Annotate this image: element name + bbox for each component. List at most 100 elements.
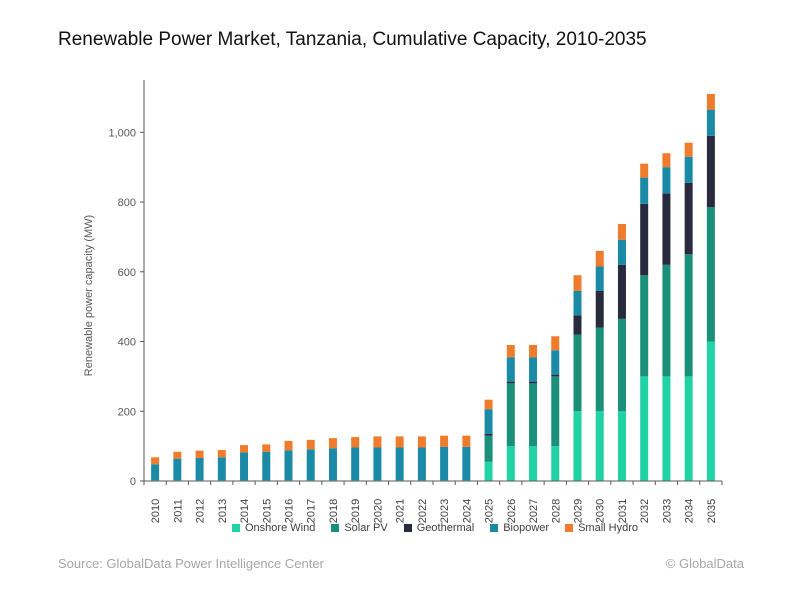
bar-segment-onshore-wind-2028 — [551, 446, 560, 481]
bar-segment-small-hydro-2010 — [151, 457, 160, 465]
x-tick-label: 2027 — [528, 499, 540, 523]
legend-swatch — [232, 524, 240, 532]
x-tick-label: 2018 — [328, 499, 340, 523]
bar-segment-small-hydro-2023 — [440, 435, 449, 447]
bar-segment-small-hydro-2021 — [395, 436, 404, 448]
x-tick-label: 2031 — [617, 499, 629, 523]
x-tick-label: 2012 — [195, 499, 207, 523]
bar-segment-onshore-wind-2026 — [506, 446, 515, 481]
x-tick-label: 2013 — [217, 499, 229, 523]
legend-label: Small Hydro — [578, 522, 638, 534]
x-tick-label: 2029 — [573, 499, 585, 523]
bar-segment-small-hydro-2011 — [173, 451, 182, 459]
bar-segment-biopower-2029 — [573, 290, 582, 316]
bar-segment-solar-pv-2034 — [684, 254, 693, 377]
bar-segment-biopower-2027 — [529, 357, 538, 382]
legend: Onshore Wind Solar PV Geothermal Biopower Sm… — [0, 522, 800, 534]
bar-segment-onshore-wind-2031 — [617, 411, 626, 481]
bar-segment-solar-pv-2031 — [617, 318, 626, 412]
bar-segment-small-hydro-2017 — [306, 439, 315, 450]
x-tick-label: 2030 — [595, 499, 607, 523]
bar-segment-onshore-wind-2032 — [640, 376, 649, 481]
source-note: Source: GlobalData Power Intelligence Ce… — [58, 556, 324, 571]
bars-layer — [151, 93, 715, 481]
bar-segment-small-hydro-2033 — [662, 153, 671, 168]
bar-segment-small-hydro-2019 — [351, 437, 360, 448]
x-tick-label: 2016 — [284, 499, 296, 523]
y-tick-label: 600 — [118, 267, 136, 279]
bar-segment-biopower-2026 — [506, 357, 515, 382]
legend-swatch — [331, 524, 340, 532]
bar-segment-small-hydro-2035 — [706, 93, 715, 110]
legend-item-geothermal: Geothermal — [403, 522, 474, 534]
bar-segment-biopower-2015 — [262, 451, 271, 481]
bar-segment-biopower-2032 — [640, 177, 649, 204]
bar-segment-geothermal-2025 — [484, 433, 493, 436]
legend-item-onshore-wind: Onshore Wind — [232, 522, 315, 534]
bar-segment-small-hydro-2022 — [417, 436, 426, 448]
y-tick-label: 1,000 — [108, 127, 136, 139]
bar-segment-geothermal-2035 — [706, 135, 715, 208]
bar-segment-biopower-2011 — [173, 458, 182, 481]
x-tick-label: 2017 — [306, 499, 318, 523]
y-tick-label: 0 — [130, 476, 136, 488]
bar-segment-onshore-wind-2033 — [662, 376, 671, 481]
bar-segment-onshore-wind-2035 — [706, 341, 715, 481]
legend-swatch — [565, 524, 574, 532]
bar-segment-small-hydro-2027 — [529, 345, 538, 358]
bar-segment-biopower-2014 — [240, 452, 249, 481]
bar-segment-biopower-2033 — [662, 167, 671, 194]
bar-segment-solar-pv-2025 — [484, 435, 493, 462]
bar-segment-geothermal-2027 — [529, 381, 538, 384]
x-tick-label: 2028 — [550, 499, 562, 523]
legend-label: Solar PV — [344, 522, 388, 534]
legend-label: Biopower — [503, 522, 550, 534]
bar-segment-geothermal-2032 — [640, 203, 649, 276]
bar-segment-small-hydro-2014 — [240, 445, 249, 453]
bar-segment-biopower-2028 — [551, 350, 560, 375]
bar-segment-small-hydro-2028 — [551, 336, 560, 351]
bar-segment-biopower-2018 — [328, 448, 337, 481]
bar-segment-biopower-2019 — [351, 447, 360, 481]
legend-swatch — [403, 524, 412, 532]
bar-segment-geothermal-2029 — [573, 315, 582, 335]
bar-segment-onshore-wind-2030 — [595, 411, 604, 481]
bar-segment-small-hydro-2018 — [328, 438, 337, 449]
bar-segment-small-hydro-2020 — [373, 436, 382, 448]
x-tick-label: 2026 — [506, 499, 518, 523]
bar-segment-biopower-2022 — [417, 447, 426, 481]
bar-segment-small-hydro-2032 — [640, 163, 649, 178]
bar-segment-biopower-2023 — [440, 446, 449, 481]
bar-segment-solar-pv-2027 — [529, 383, 538, 447]
bar-segment-geothermal-2028 — [551, 374, 560, 377]
bar-segment-biopower-2020 — [373, 447, 382, 481]
bar-segment-small-hydro-2013 — [217, 449, 226, 458]
bar-segment-biopower-2030 — [595, 266, 604, 291]
bar-segment-solar-pv-2033 — [662, 264, 671, 377]
bar-segment-onshore-wind-2029 — [573, 411, 582, 481]
bar-segment-small-hydro-2029 — [573, 275, 582, 291]
legend-item-biopower: Biopower — [490, 522, 549, 534]
y-tick-label: 400 — [118, 337, 136, 349]
bar-segment-solar-pv-2032 — [640, 275, 649, 377]
bar-segment-onshore-wind-2034 — [684, 376, 693, 481]
bar-segment-geothermal-2033 — [662, 193, 671, 265]
x-tick-label: 2021 — [395, 499, 407, 523]
bar-segment-onshore-wind-2027 — [529, 446, 538, 481]
x-tick-label: 2022 — [417, 499, 429, 523]
x-tick-label: 2011 — [172, 499, 184, 523]
x-tick-label: 2019 — [350, 499, 362, 523]
bar-segment-biopower-2012 — [195, 457, 204, 481]
bar-segment-small-hydro-2031 — [617, 224, 626, 240]
bar-segment-biopower-2025 — [484, 409, 493, 434]
legend-item-small-hydro: Small Hydro — [565, 522, 638, 534]
bar-segment-biopower-2016 — [284, 450, 293, 481]
bar-segment-geothermal-2026 — [506, 381, 515, 384]
bar-segment-geothermal-2031 — [617, 264, 626, 319]
bar-segment-biopower-2024 — [462, 446, 471, 481]
x-tick-label: 2014 — [239, 499, 251, 523]
x-tick-label: 2020 — [372, 499, 384, 523]
bar-segment-small-hydro-2012 — [195, 450, 204, 458]
bar-segment-small-hydro-2030 — [595, 250, 604, 267]
